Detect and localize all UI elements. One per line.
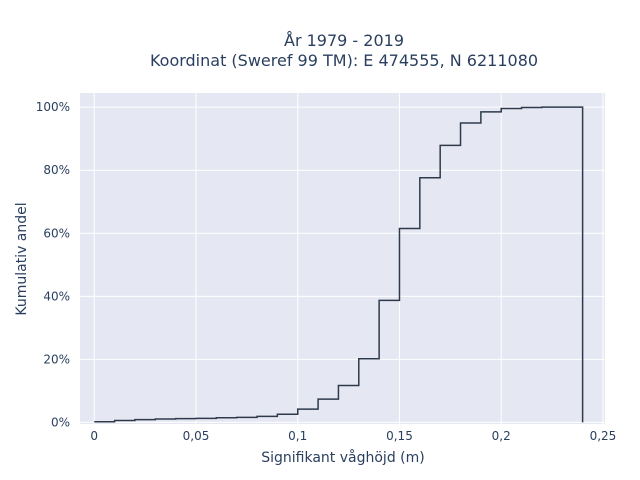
x-tick-label: 0,25 — [590, 429, 617, 443]
grid-lines — [80, 93, 605, 424]
x-tick-label: 0,1 — [288, 429, 307, 443]
cdf-step-line — [94, 106, 584, 423]
x-tick-label: 0,05 — [183, 429, 210, 443]
chart-title-line2: Koordinat (Sweref 99 TM): E 474555, N 62… — [150, 51, 538, 70]
y-tick-label: 100% — [36, 100, 70, 114]
chart-title-line1: År 1979 - 2019 — [284, 31, 404, 50]
x-tick-label: 0 — [90, 429, 98, 443]
y-tick-label: 0% — [51, 415, 70, 429]
x-axis-title: Signifikant våghöjd (m) — [261, 449, 424, 466]
plot-area — [80, 93, 605, 424]
x-tick-label: 0,2 — [492, 429, 511, 443]
y-axis-ticks: 0% 20% 40% 60% 80% 100% — [36, 100, 70, 429]
y-tick-label: 20% — [43, 352, 70, 366]
y-tick-label: 60% — [43, 226, 70, 240]
y-tick-label: 80% — [43, 163, 70, 177]
y-tick-label: 40% — [43, 289, 70, 303]
y-axis-title: Kumulativ andel — [14, 202, 30, 315]
x-tick-label: 0,15 — [386, 429, 413, 443]
x-axis-ticks: 0 0,05 0,1 0,15 0,2 0,25 — [90, 429, 616, 443]
